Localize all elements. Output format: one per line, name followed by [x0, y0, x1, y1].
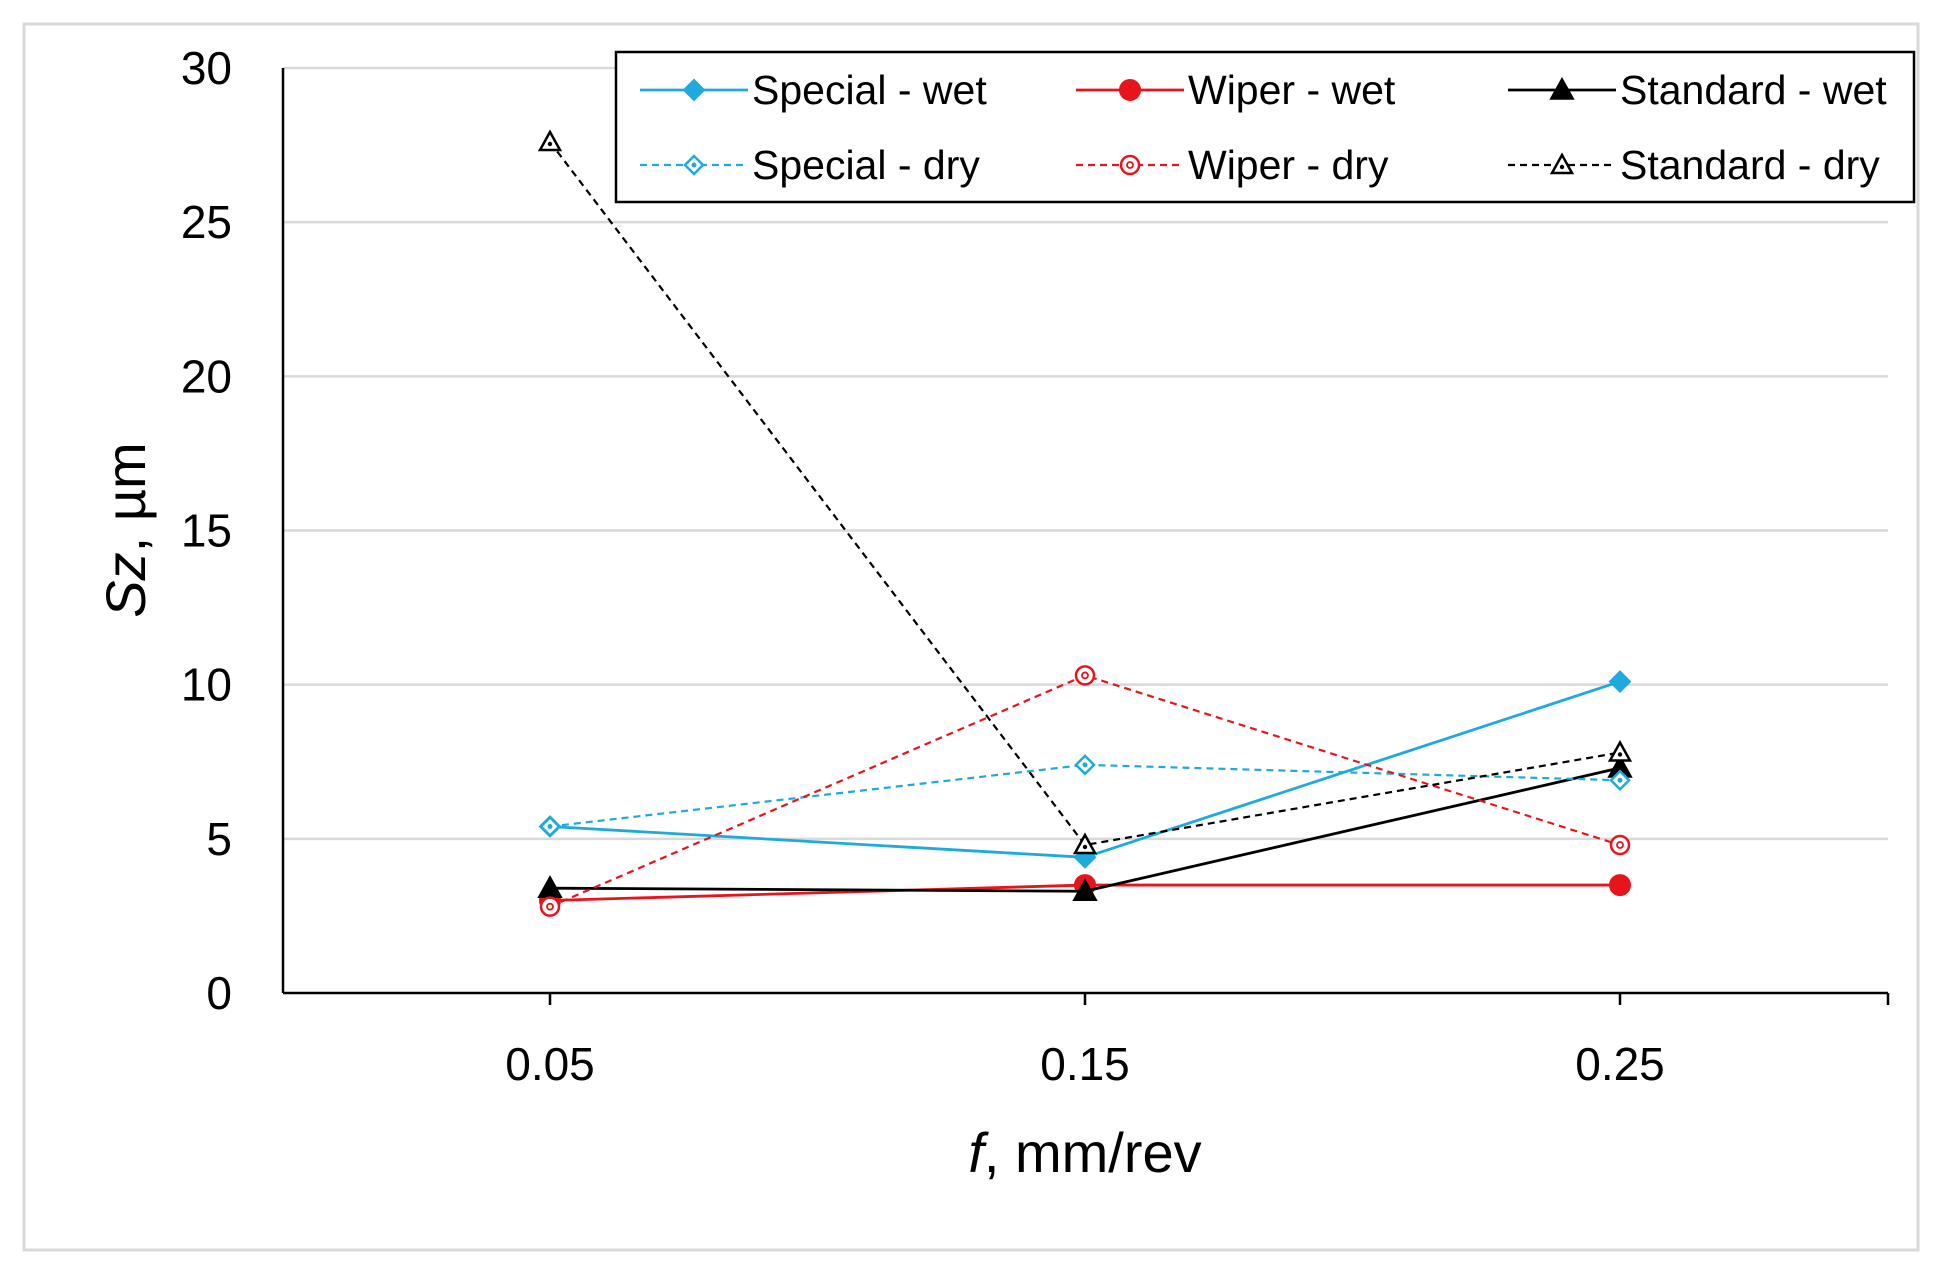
data-point-5-2-dot — [1617, 752, 1623, 757]
legend-marker-2 — [1549, 76, 1575, 100]
legend-label-5: Standard - dry — [1620, 142, 1880, 188]
legend-marker-5-dot — [1559, 164, 1565, 170]
data-point-3-1-dot — [1082, 762, 1088, 768]
data-point-0-2 — [1608, 670, 1632, 693]
y-tick-label-10: 10 — [181, 659, 232, 711]
data-point-4-2-dot — [1616, 841, 1624, 849]
legend-entry-5: Standard - dry — [1508, 142, 1880, 188]
legend-marker-3-dot — [691, 162, 697, 168]
data-point-4-1-dot — [1081, 671, 1089, 680]
x-axis-title: f, mm/rev — [968, 1121, 1201, 1184]
y-tick-label-15: 15 — [181, 505, 232, 557]
data-point-4-0 — [539, 896, 561, 917]
series-standard-wet — [537, 754, 1633, 902]
legend-marker-4-dot — [1126, 161, 1134, 169]
tick-labels: 0 5 10 15 20 25 30 0.05 0.15 0.25 — [181, 42, 1665, 1090]
data-point-5-2 — [1607, 739, 1633, 762]
y-axis-title: Sz, µm — [94, 442, 157, 617]
legend-entry-4: Wiper - dry — [1076, 142, 1389, 188]
legend-entry-3: Special - dry — [640, 142, 980, 188]
legend: Special - wet Wiper - wet Standard - wet Sp… — [614, 50, 1916, 204]
legend-marker-4 — [1119, 154, 1141, 176]
data-point-2-1 — [1072, 878, 1098, 902]
legend-label-3: Special - dry — [752, 142, 980, 188]
series — [537, 129, 1633, 917]
legend-label-0: Special - wet — [752, 67, 987, 113]
chart-frame — [22, 22, 1920, 1252]
y-tick-label-5: 5 — [206, 813, 232, 865]
data-point-5-1-dot — [1082, 844, 1088, 850]
data-point-4-0-dot — [546, 902, 554, 911]
legend-marker-0 — [682, 78, 706, 102]
y-tick-label-0: 0 — [206, 967, 232, 1019]
data-point-5-0 — [537, 129, 563, 152]
x-tick-label-0.25: 0.25 — [1575, 1038, 1665, 1090]
data-point-4-1 — [1074, 665, 1096, 686]
legend-label-2: Standard - wet — [1620, 67, 1887, 113]
x-tick-label-0.05: 0.05 — [505, 1038, 595, 1090]
series-special-dry — [539, 754, 1631, 838]
y-tick-label-20: 20 — [181, 350, 232, 402]
data-point-4-2 — [1609, 834, 1631, 856]
y-tick-label-30: 30 — [181, 42, 232, 94]
legend-box — [614, 50, 1916, 204]
series-line-5 — [549, 141, 1621, 847]
legend-label-4: Wiper - dry — [1188, 142, 1389, 188]
data-point-5-1 — [1072, 832, 1098, 855]
legend-entry-2: Standard - wet — [1508, 67, 1887, 113]
data-point-5-0-dot — [547, 141, 553, 147]
data-point-3-0-dot — [547, 824, 553, 829]
y-tick-label-25: 25 — [181, 196, 232, 248]
data-point-3-2-dot — [1617, 777, 1623, 783]
legend-entry-1: Wiper - wet — [1076, 67, 1396, 113]
series-wiper-dry — [539, 665, 1631, 917]
x-tick-label-0.15: 0.15 — [1040, 1038, 1130, 1090]
data-point-1-2 — [1609, 874, 1631, 897]
legend-label-1: Wiper - wet — [1188, 67, 1396, 113]
legend-entry-0: Special - wet — [640, 67, 987, 113]
series-standard-dry — [537, 129, 1633, 855]
legend-marker-1 — [1119, 79, 1141, 101]
legend-marker-5 — [1549, 152, 1575, 175]
axes — [281, 68, 1890, 1005]
